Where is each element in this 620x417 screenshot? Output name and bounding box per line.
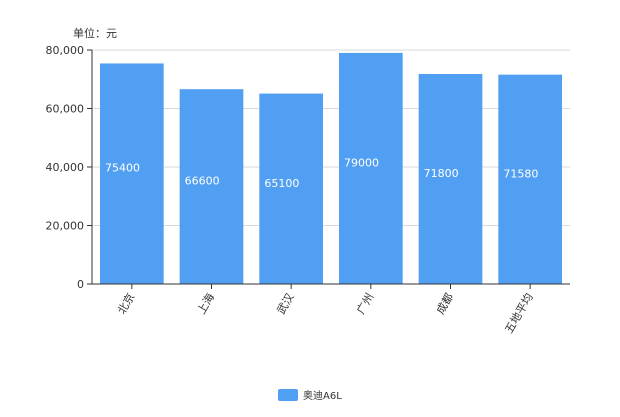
x-tick-label: 五地平均	[503, 291, 536, 336]
data-label: 66600	[185, 175, 220, 188]
legend-swatch	[278, 389, 298, 401]
y-tick-label: 0	[77, 278, 84, 291]
bar	[418, 73, 483, 284]
x-tick-label: 武汉	[275, 291, 297, 317]
x-tick-label: 上海	[194, 291, 217, 317]
y-tick-label: 20,000	[46, 220, 85, 233]
bar	[179, 89, 244, 284]
y-tick-label: 40,000	[46, 161, 85, 174]
data-label: 71580	[503, 167, 538, 180]
x-tick-label: 广州	[354, 291, 376, 317]
bars-layer: 75400 66600 65100 79000 71800 71580	[100, 52, 562, 285]
grid-layer	[92, 49, 570, 226]
bar	[339, 52, 403, 284]
bar	[100, 63, 164, 284]
data-label: 71800	[424, 167, 459, 180]
unit-label: 单位：元	[73, 26, 117, 40]
y-tick-label: 80,000	[46, 44, 85, 57]
x-tick-label: 成都	[434, 291, 456, 317]
data-label: 65100	[264, 177, 299, 190]
x-tick-label: 北京	[114, 291, 137, 317]
bar	[259, 93, 323, 285]
bar	[498, 74, 562, 284]
y-tick-label: 60,000	[46, 103, 85, 116]
legend-label: 奥迪A6L	[303, 389, 342, 402]
data-label: 75400	[105, 162, 140, 175]
legend: 奥迪A6L	[278, 389, 342, 402]
data-label: 79000	[344, 156, 379, 169]
